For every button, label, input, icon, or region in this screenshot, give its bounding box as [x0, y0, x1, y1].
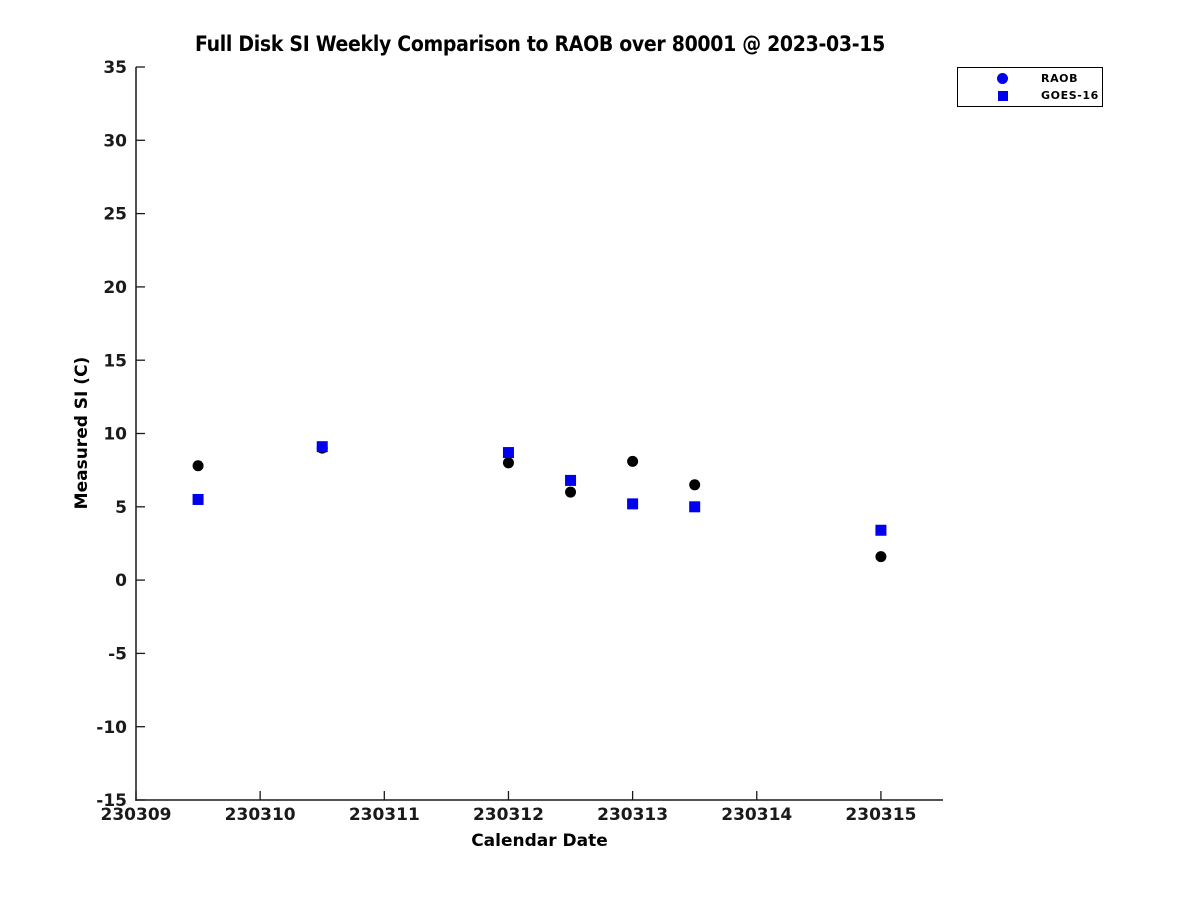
- y-tick-label: 30: [103, 131, 127, 151]
- y-tick-label: 15: [103, 351, 127, 371]
- legend-label-raob: RAOB: [1041, 72, 1079, 85]
- legend: RAOB GOES-16: [957, 67, 1103, 107]
- y-tick-label: 5: [115, 498, 127, 518]
- x-tick-label: 230309: [101, 805, 172, 825]
- x-tick-label: 230310: [225, 805, 296, 825]
- chart-title: Full Disk SI Weekly Comparison to RAOB o…: [195, 32, 885, 56]
- data-point-goes-16: [627, 498, 639, 510]
- data-point-raob: [627, 455, 639, 467]
- legend-label-goes-16: GOES-16: [1041, 89, 1099, 102]
- data-point-goes-16: [875, 524, 887, 536]
- data-point-goes-16: [192, 493, 204, 505]
- y-tick-label: 35: [103, 58, 127, 78]
- data-point-raob: [565, 486, 577, 498]
- y-tick-label: 10: [103, 425, 127, 445]
- y-tick-label: 0: [115, 571, 127, 591]
- data-point-raob: [502, 457, 514, 469]
- x-tick-label: 230312: [473, 805, 544, 825]
- goes-16-legend-marker-icon: [996, 89, 1009, 102]
- data-point-raob: [689, 479, 701, 491]
- x-tick-label: 230314: [721, 805, 792, 825]
- legend-row-raob: RAOB: [958, 72, 1102, 86]
- y-tick-label: -10: [96, 718, 127, 738]
- data-point-raob: [192, 460, 204, 472]
- data-point-goes-16: [502, 447, 514, 459]
- raob-legend-marker-icon: [996, 72, 1009, 85]
- x-tick-label: 230313: [597, 805, 668, 825]
- legend-row-goes-16: GOES-16: [958, 89, 1102, 103]
- x-tick-label: 230311: [349, 805, 420, 825]
- y-tick-label: 20: [103, 278, 127, 298]
- data-point-goes-16: [689, 501, 701, 513]
- data-point-raob: [875, 551, 887, 563]
- x-tick-label: 230315: [845, 805, 916, 825]
- data-point-goes-16: [316, 441, 328, 453]
- y-tick-label: -5: [108, 645, 127, 665]
- y-tick-label: 25: [103, 205, 127, 225]
- y-tick-label: -15: [96, 791, 127, 811]
- x-axis-label: Calendar Date: [471, 831, 608, 851]
- data-point-goes-16: [565, 474, 577, 486]
- y-axis-label: Measured SI (C): [72, 356, 92, 510]
